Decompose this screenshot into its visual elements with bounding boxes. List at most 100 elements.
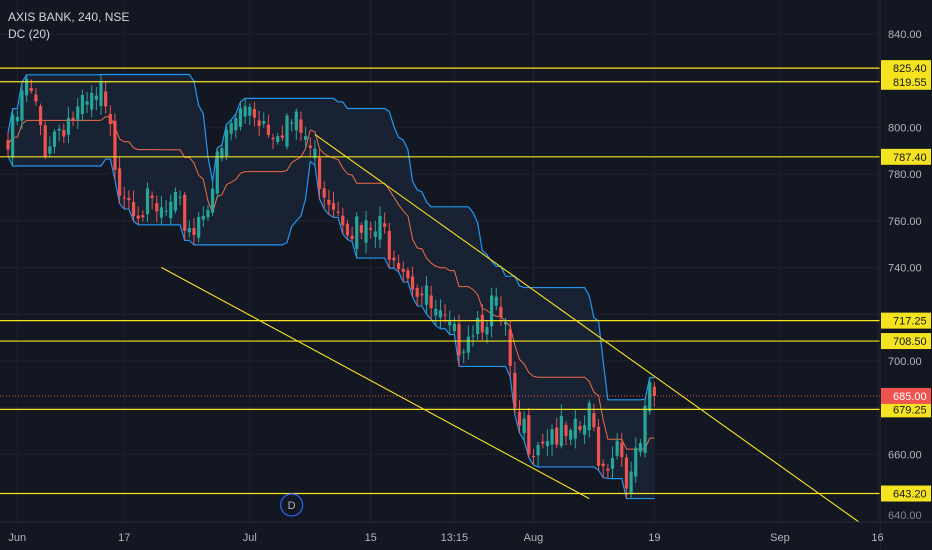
candle[interactable] — [197, 211, 201, 243]
candle[interactable] — [443, 304, 447, 323]
candle[interactable] — [438, 299, 443, 329]
price-level-tag[interactable] — [881, 148, 931, 165]
candle[interactable] — [173, 187, 177, 214]
candle[interactable] — [392, 250, 396, 269]
candle-body[interactable] — [499, 306, 503, 318]
candle[interactable] — [573, 409, 577, 449]
candle[interactable] — [578, 420, 582, 433]
candle-body[interactable] — [466, 336, 470, 353]
candle[interactable] — [108, 105, 112, 136]
candle[interactable] — [38, 103, 43, 136]
candle-body[interactable] — [71, 117, 75, 121]
candle[interactable] — [290, 119, 294, 132]
candle[interactable] — [615, 433, 619, 460]
candle-body[interactable] — [108, 113, 112, 125]
candle-body[interactable] — [76, 106, 80, 120]
candle[interactable] — [66, 107, 71, 144]
trendline[interactable] — [161, 267, 590, 500]
candle-body[interactable] — [531, 456, 536, 458]
candle-body[interactable] — [215, 151, 219, 194]
candle-body[interactable] — [369, 228, 373, 230]
candle-body[interactable] — [15, 116, 19, 122]
candle-body[interactable] — [536, 444, 540, 456]
candle[interactable] — [20, 82, 24, 130]
candle-body[interactable] — [596, 426, 601, 466]
candle-body[interactable] — [313, 148, 317, 159]
candle-body[interactable] — [122, 197, 126, 199]
candle-body[interactable] — [410, 276, 415, 290]
candle[interactable] — [401, 261, 405, 282]
candle-body[interactable] — [485, 327, 489, 335]
candle-body[interactable] — [517, 411, 522, 426]
candle[interactable] — [536, 441, 540, 467]
candle[interactable] — [280, 125, 284, 141]
candle[interactable] — [341, 207, 345, 235]
candle-body[interactable] — [420, 293, 424, 296]
candle-body[interactable] — [638, 443, 642, 453]
candle-body[interactable] — [345, 223, 350, 236]
candle-body[interactable] — [118, 168, 122, 196]
price-level-tag[interactable] — [881, 60, 931, 77]
candle-body[interactable] — [187, 228, 191, 233]
candle[interactable] — [620, 432, 624, 467]
candle[interactable] — [76, 98, 80, 130]
candle-body[interactable] — [136, 215, 140, 219]
candle-body[interactable] — [601, 463, 605, 467]
candle[interactable] — [624, 453, 629, 499]
candle-body[interactable] — [38, 106, 43, 126]
candle-body[interactable] — [522, 418, 526, 434]
candle-body[interactable] — [527, 415, 531, 455]
candle-body[interactable] — [48, 146, 52, 154]
candle[interactable] — [262, 112, 266, 128]
candle[interactable] — [517, 400, 522, 433]
candle[interactable] — [606, 464, 610, 479]
candle-body[interactable] — [192, 227, 196, 236]
candle[interactable] — [304, 126, 308, 149]
event-marker[interactable]: D — [280, 493, 304, 517]
candle[interactable] — [211, 181, 215, 216]
candle-body[interactable] — [503, 322, 508, 325]
candle-body[interactable] — [183, 194, 187, 231]
candle-body[interactable] — [327, 199, 331, 205]
candle[interactable] — [183, 191, 187, 241]
candle-body[interactable] — [173, 192, 177, 211]
candle[interactable] — [350, 227, 354, 242]
candle-body[interactable] — [234, 117, 238, 131]
candle-body[interactable] — [104, 91, 108, 107]
candle[interactable] — [317, 149, 322, 199]
candle[interactable] — [313, 140, 317, 166]
candle[interactable] — [471, 325, 475, 347]
candle[interactable] — [420, 286, 424, 305]
candle[interactable] — [48, 136, 52, 158]
candle-body[interactable] — [336, 211, 340, 213]
candle[interactable] — [364, 211, 368, 254]
candle[interactable] — [634, 437, 638, 484]
candle-body[interactable] — [308, 145, 312, 148]
candle[interactable] — [104, 81, 108, 114]
candle[interactable] — [234, 113, 238, 139]
candle-body[interactable] — [197, 216, 201, 238]
candle-body[interactable] — [280, 135, 284, 138]
candle-body[interactable] — [494, 296, 498, 306]
candles[interactable] — [6, 74, 656, 499]
candle[interactable] — [206, 204, 210, 222]
candle[interactable] — [150, 191, 154, 210]
candle[interactable] — [359, 222, 363, 240]
candle[interactable] — [80, 89, 84, 122]
candle-body[interactable] — [457, 323, 461, 356]
candle-body[interactable] — [99, 82, 103, 107]
candle-body[interactable] — [211, 188, 215, 213]
candle-body[interactable] — [113, 120, 117, 170]
candle[interactable] — [527, 407, 531, 458]
candle-body[interactable] — [62, 130, 66, 137]
candle[interactable] — [201, 206, 205, 227]
candle[interactable] — [34, 87, 38, 106]
candle-body[interactable] — [364, 220, 368, 243]
candle-body[interactable] — [629, 471, 633, 494]
candle-body[interactable] — [573, 418, 577, 439]
candle-body[interactable] — [555, 427, 559, 445]
candle-body[interactable] — [85, 101, 89, 105]
candle[interactable] — [643, 399, 647, 458]
candle[interactable] — [252, 101, 257, 127]
